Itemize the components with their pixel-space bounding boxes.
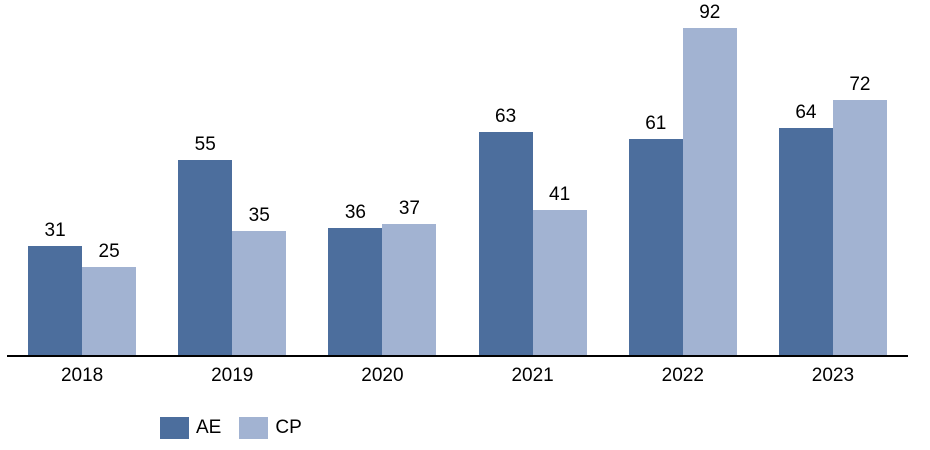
- plot-area: 31 25 55 35 36 37 63 41 61 92 64 72: [7, 0, 908, 356]
- bar-cp-2020: 37: [382, 198, 437, 356]
- bar-ae-2022: 61: [628, 113, 683, 356]
- x-axis-label-2022: 2022: [661, 365, 704, 386]
- x-axis-label-2018: 2018: [60, 365, 104, 386]
- legend-label-cp: CP: [275, 417, 302, 438]
- legend-label-ae: AE: [196, 417, 222, 438]
- bar-value-label-cp-2019: 35: [248, 205, 270, 227]
- bar-cp-2022: 92: [682, 2, 737, 356]
- legend-item-ae: AE: [160, 417, 221, 439]
- legend: AE CP: [160, 417, 320, 439]
- bar-value-label-cp-2023: 72: [849, 73, 871, 95]
- bar-group-2019: 55 35: [157, 134, 307, 356]
- bar-value-label-ae-2018: 31: [44, 219, 66, 241]
- bar-ae-2020: 36: [328, 202, 383, 356]
- legend-swatch-cp: [239, 417, 269, 439]
- bar-value-label-cp-2022: 92: [699, 2, 721, 24]
- bar-group-2021: 63 41: [458, 106, 608, 356]
- bar-cp-2018: 25: [82, 241, 137, 356]
- bar-value-label-ae-2020: 36: [344, 201, 366, 223]
- legend-item-cp: CP: [239, 417, 302, 439]
- bar-value-label-ae-2019: 55: [194, 134, 216, 156]
- bar-group-2023: 64 72: [758, 74, 908, 356]
- bar-cp-2023: 72: [832, 74, 887, 356]
- x-axis-label-2019: 2019: [211, 365, 254, 386]
- x-axis-label-2021: 2021: [511, 365, 554, 386]
- bar-ae-2018: 31: [28, 220, 83, 356]
- bar-value-label-cp-2020: 37: [398, 198, 420, 220]
- x-axis-label-2023: 2023: [811, 365, 855, 386]
- bar-value-label-ae-2023: 64: [795, 102, 817, 124]
- bar-ae-2023: 64: [778, 102, 833, 356]
- bar-ae-2021: 63: [478, 106, 533, 356]
- bar-group-2018: 31 25: [7, 220, 157, 356]
- bar-cp-2019: 35: [232, 205, 287, 356]
- legend-swatch-ae: [160, 417, 189, 439]
- bar-value-label-cp-2021: 41: [549, 184, 571, 206]
- bar-groups-container: 31 25 55 35 36 37 63 41 61 92 64 72: [7, 0, 908, 356]
- bar-ae-2019: 55: [178, 134, 233, 356]
- x-axis-labels: 2018 2019 2020 2021 2022 2023: [7, 365, 908, 387]
- bar-value-label-ae-2022: 61: [645, 112, 667, 134]
- bar-value-label-cp-2018: 25: [98, 241, 120, 262]
- bar-cp-2021: 41: [532, 184, 587, 356]
- x-axis-line: [7, 355, 908, 357]
- bar-value-label-ae-2021: 63: [495, 105, 517, 127]
- x-axis-label-2020: 2020: [361, 365, 404, 386]
- bar-group-2020: 36 37: [307, 198, 457, 356]
- bar-group-2022: 61 92: [608, 2, 758, 356]
